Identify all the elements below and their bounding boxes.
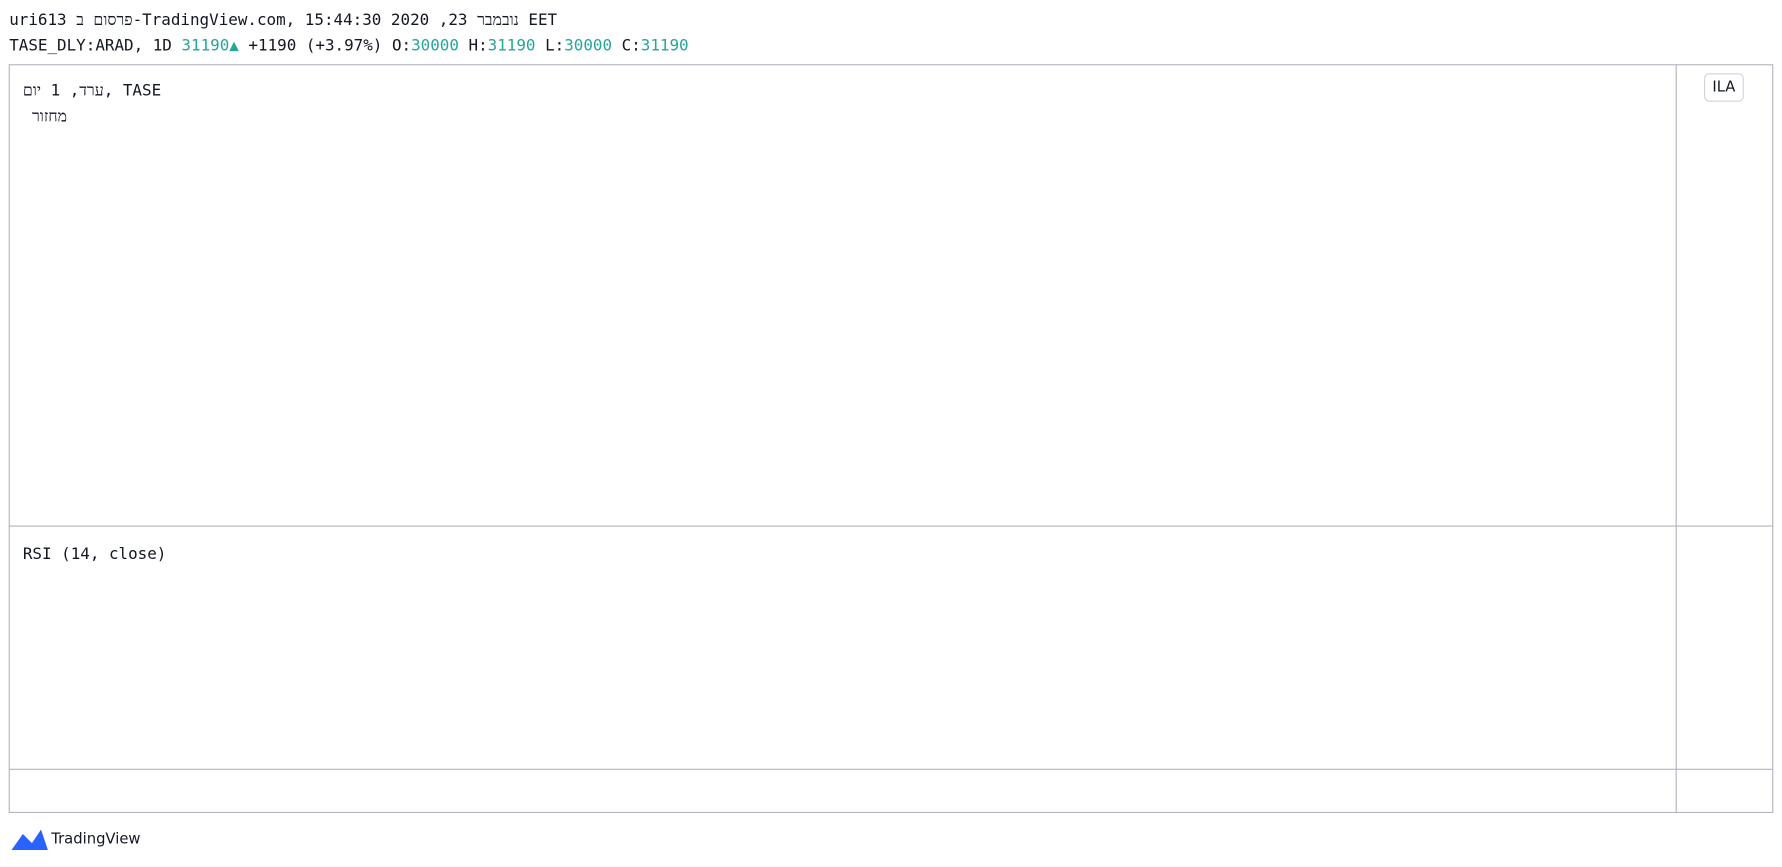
c-label: C: [622, 35, 641, 54]
logo[interactable]: TradingView [50, 831, 140, 848]
currency[interactable]: ILA [1712, 78, 1735, 95]
h-label: H: [469, 35, 488, 54]
c-value: 31190 [641, 35, 689, 54]
symbol: TASE_DLY:ARAD, 1D [9, 35, 172, 54]
l-value: 30000 [564, 35, 612, 54]
volume-legend: מחזור [32, 107, 67, 126]
o-label: O: [392, 35, 411, 54]
legend: ערד, 1 יום, TASE [23, 80, 161, 99]
l-label: L: [545, 35, 564, 54]
h-value: 31190 [488, 35, 536, 54]
frame [8, 64, 1774, 814]
last-price: 31190 [181, 35, 229, 54]
change: +1190 (+3.97%) [248, 35, 382, 54]
currency-box[interactable] [1704, 73, 1744, 102]
o-value: 30000 [411, 35, 459, 54]
header-line: uri613 פרסום ב-TradingView.com, נובמבר 2… [9, 10, 557, 29]
arrow: ▲ [229, 35, 239, 54]
symbol-line: TASE_DLY:ARAD, 1D 31190▲ +1190 (+3.97%) … [9, 35, 688, 54]
rsi-legend: RSI (14, close) [23, 544, 167, 563]
logo-icon [11, 829, 48, 850]
